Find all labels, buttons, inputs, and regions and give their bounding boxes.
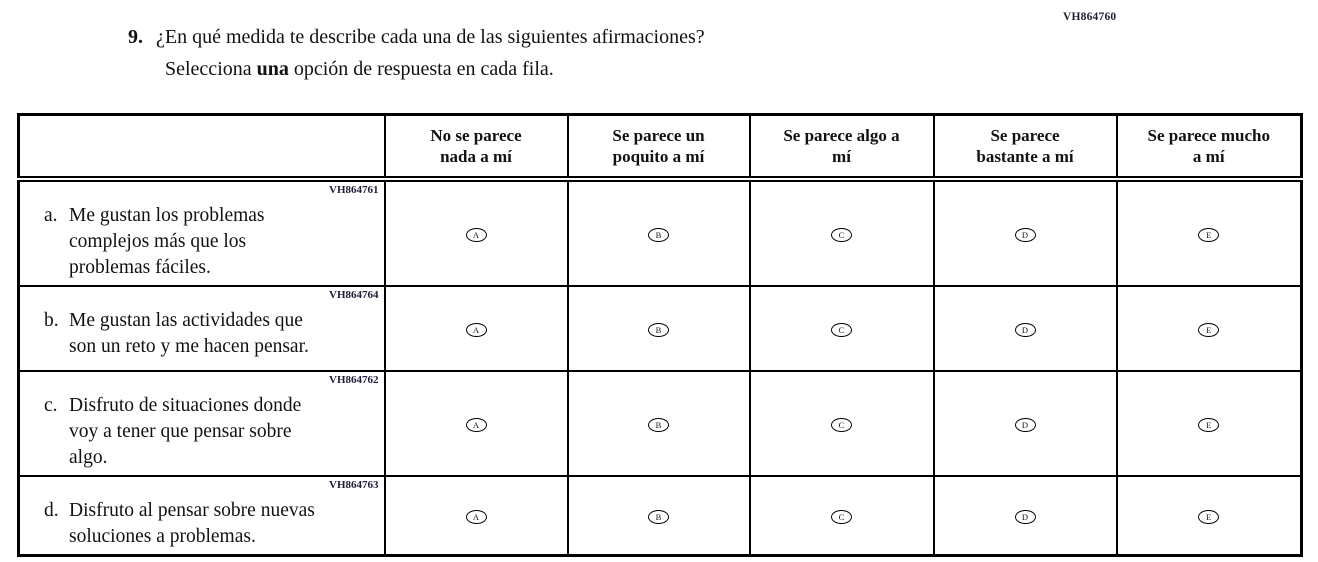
- table-row-a: VH864761 a. Me gustan los problemas comp…: [17, 178, 1303, 287]
- answer-cell-b-B: B: [566, 285, 751, 372]
- statement-cell-c: VH864762 c. Disfruto de situaciones dond…: [17, 370, 386, 477]
- statement-text-c: Disfruto de situaciones donde voy a tene…: [69, 395, 302, 468]
- option-bubble-d-D[interactable]: D: [1014, 509, 1036, 524]
- option-bubble-a-A[interactable]: A: [465, 227, 487, 242]
- col-header-mucho: Se parece mucho a mí: [1115, 113, 1303, 182]
- option-bubble-b-B[interactable]: B: [648, 322, 669, 337]
- answer-cell-a-A: A: [383, 178, 569, 287]
- question-line: 9. ¿En qué medida te describe cada una d…: [128, 26, 705, 49]
- statement-text-d: Disfruto al pensar sobre nuevas solucion…: [69, 500, 315, 547]
- instruction-suffix: opción de respuesta en cada fila.: [288, 58, 554, 80]
- option-bubble-c-E[interactable]: E: [1198, 417, 1220, 432]
- statement-a: a. Me gustan los problemas complejos más…: [20, 197, 384, 285]
- option-bubble-d-A[interactable]: A: [465, 509, 487, 524]
- question-block: 9. ¿En qué medida te describe cada una d…: [128, 26, 705, 81]
- answer-cell-a-E: E: [1115, 178, 1303, 287]
- question-number: 9.: [128, 26, 143, 48]
- option-bubble-c-B[interactable]: B: [648, 417, 669, 432]
- answer-cell-c-B: B: [566, 370, 751, 477]
- col-header-no-se-parece-nada: No se parece nada a mí: [383, 113, 569, 182]
- option-bubble-d-E[interactable]: E: [1198, 509, 1220, 524]
- instruction-bold: una: [256, 58, 289, 80]
- col-header-algo: Se parece algo a mí: [748, 113, 935, 182]
- option-bubble-a-C[interactable]: C: [831, 227, 852, 242]
- option-bubble-c-C[interactable]: C: [831, 417, 852, 432]
- option-bubble-c-A[interactable]: A: [465, 417, 487, 432]
- item-code: VH864760: [1063, 11, 1117, 23]
- table-row-b: VH864764 b. Me gustan las actividades qu…: [17, 285, 1303, 372]
- answer-cell-c-A: A: [383, 370, 569, 477]
- option-bubble-b-D[interactable]: D: [1014, 322, 1036, 337]
- question-text: ¿En qué medida te describe cada una de l…: [156, 26, 705, 48]
- answer-cell-d-E: E: [1115, 475, 1303, 557]
- option-bubble-a-D[interactable]: D: [1014, 227, 1036, 242]
- question-instruction: Selecciona una opción de respuesta en ca…: [165, 58, 705, 81]
- response-matrix-table: No se parece nada a mí Se parece un poqu…: [17, 113, 1303, 557]
- option-bubble-d-B[interactable]: B: [648, 509, 669, 524]
- instruction-prefix: Selecciona: [165, 58, 257, 80]
- option-bubble-a-B[interactable]: B: [648, 227, 669, 242]
- row-code-d: VH864763: [329, 479, 379, 491]
- col-header-un-poquito: Se parece un poquito a mí: [566, 113, 751, 182]
- row-code-c: VH864762: [329, 374, 379, 386]
- answer-cell-a-B: B: [566, 178, 751, 287]
- option-bubble-c-D[interactable]: D: [1014, 417, 1036, 432]
- statement-c: c. Disfruto de situaciones donde voy a t…: [20, 387, 384, 475]
- col-header-bastante: Se parece bastante a mí: [932, 113, 1118, 182]
- answer-cell-d-D: D: [932, 475, 1118, 557]
- option-bubble-b-C[interactable]: C: [831, 322, 852, 337]
- header-stub-cell: [17, 113, 386, 182]
- answer-cell-a-D: D: [932, 178, 1118, 287]
- statement-b: b. Me gustan las actividades que son un …: [20, 302, 384, 364]
- answer-cell-b-E: E: [1115, 285, 1303, 372]
- answer-cell-b-C: C: [748, 285, 935, 372]
- option-bubble-a-E[interactable]: E: [1198, 227, 1220, 242]
- option-bubble-d-C[interactable]: C: [831, 509, 852, 524]
- statement-text-a: Me gustan los problemas complejos más qu…: [69, 205, 265, 278]
- answer-cell-c-E: E: [1115, 370, 1303, 477]
- row-code-a: VH864761: [329, 184, 379, 196]
- header-row: No se parece nada a mí Se parece un poqu…: [17, 113, 1303, 182]
- answer-cell-c-D: D: [932, 370, 1118, 477]
- answer-cell-b-A: A: [383, 285, 569, 372]
- table-row-c: VH864762 c. Disfruto de situaciones dond…: [17, 370, 1303, 477]
- answer-cell-b-D: D: [932, 285, 1118, 372]
- row-letter-d: d.: [44, 500, 59, 521]
- table-row-d: VH864763 d. Disfruto al pensar sobre nue…: [17, 475, 1303, 557]
- row-code-b: VH864764: [329, 289, 379, 301]
- answer-cell-a-C: C: [748, 178, 935, 287]
- row-letter-b: b.: [44, 310, 59, 331]
- answer-cell-d-C: C: [748, 475, 935, 557]
- statement-d: d. Disfruto al pensar sobre nuevas soluc…: [20, 492, 384, 554]
- statement-cell-a: VH864761 a. Me gustan los problemas comp…: [17, 178, 386, 287]
- answer-cell-d-A: A: [383, 475, 569, 557]
- statement-cell-d: VH864763 d. Disfruto al pensar sobre nue…: [17, 475, 386, 557]
- row-letter-c: c.: [44, 395, 58, 416]
- statement-cell-b: VH864764 b. Me gustan las actividades qu…: [17, 285, 386, 372]
- statement-text-b: Me gustan las actividades que son un ret…: [69, 310, 309, 357]
- row-letter-a: a.: [44, 205, 58, 226]
- answer-cell-c-C: C: [748, 370, 935, 477]
- option-bubble-b-A[interactable]: A: [465, 322, 487, 337]
- answer-cell-d-B: B: [566, 475, 751, 557]
- option-bubble-b-E[interactable]: E: [1198, 322, 1220, 337]
